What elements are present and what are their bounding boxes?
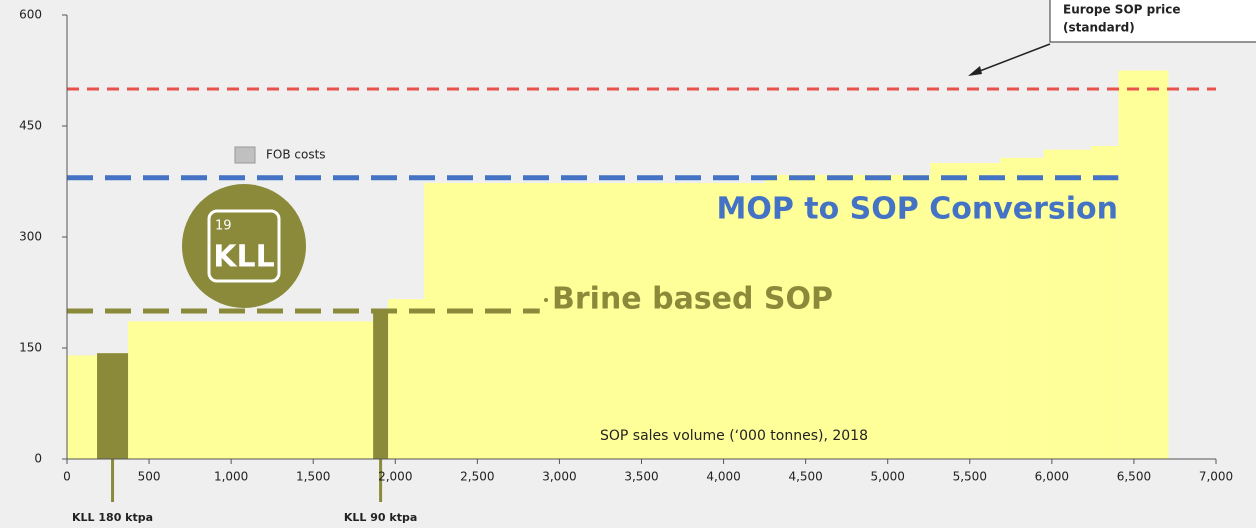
cost-step: [765, 174, 931, 459]
x-tick-label: 7,000: [1199, 470, 1233, 484]
callout-text: (standard): [1063, 21, 1135, 35]
cost-step: [1118, 70, 1169, 459]
legend-label: FOB costs: [266, 148, 326, 162]
y-tick-label: 600: [19, 8, 42, 22]
x-tick-label: 0: [63, 470, 71, 484]
x-tick-label: 5,500: [953, 470, 987, 484]
x-tick-label: 6,500: [1117, 470, 1151, 484]
kll-logo: 19 KLL: [182, 184, 306, 308]
kll-label: KLL 180 ktpa: [72, 511, 153, 524]
x-tick-label: 500: [138, 470, 161, 484]
cost-step: [930, 163, 1001, 459]
reference-label: MOP to SOP Conversion: [716, 192, 1118, 227]
logo-frame: [207, 209, 281, 283]
reference-label: Brine based SOP: [552, 282, 833, 317]
y-tick-label: 0: [34, 452, 42, 466]
x-tick-label: 2,500: [460, 470, 494, 484]
logo-text: KLL: [213, 240, 274, 275]
kll-bar: [373, 310, 389, 459]
x-axis-title: SOP sales volume (‘000 tonnes), 2018: [600, 428, 868, 444]
y-tick-label: 300: [19, 230, 42, 244]
callout-arrow: [971, 43, 1051, 75]
cost-step: [1043, 149, 1092, 459]
kll-label: KLL 90 ktpa: [344, 511, 417, 524]
x-tick-label: 4,500: [788, 470, 822, 484]
x-tick-label: 2,000: [378, 470, 412, 484]
cost-step: [1091, 145, 1119, 460]
x-tick-label: 4,000: [706, 470, 740, 484]
callout-box: [1049, 0, 1256, 43]
x-tick-label: 1,000: [214, 470, 248, 484]
y-tick-label: 450: [19, 119, 42, 133]
legend-swatch: [234, 146, 256, 164]
kll-bar: [97, 353, 129, 459]
x-tick-label: 1,500: [296, 470, 330, 484]
logo-circle: [182, 184, 306, 308]
cost-step: [424, 182, 766, 460]
logo-number: 19: [215, 219, 232, 234]
cost-step: [1000, 157, 1044, 459]
x-tick-label: 3,000: [542, 470, 576, 484]
cost-step: [388, 299, 425, 459]
callout-text: Europe SOP price: [1063, 3, 1181, 17]
label-dot: [544, 298, 548, 302]
cost-step: [67, 355, 98, 459]
y-tick-label: 150: [19, 341, 42, 355]
cost-step: [128, 321, 374, 459]
arrow-head: [968, 66, 982, 76]
x-tick-label: 5,000: [871, 470, 905, 484]
x-tick-label: 6,000: [1035, 470, 1069, 484]
x-tick-label: 3,500: [624, 470, 658, 484]
